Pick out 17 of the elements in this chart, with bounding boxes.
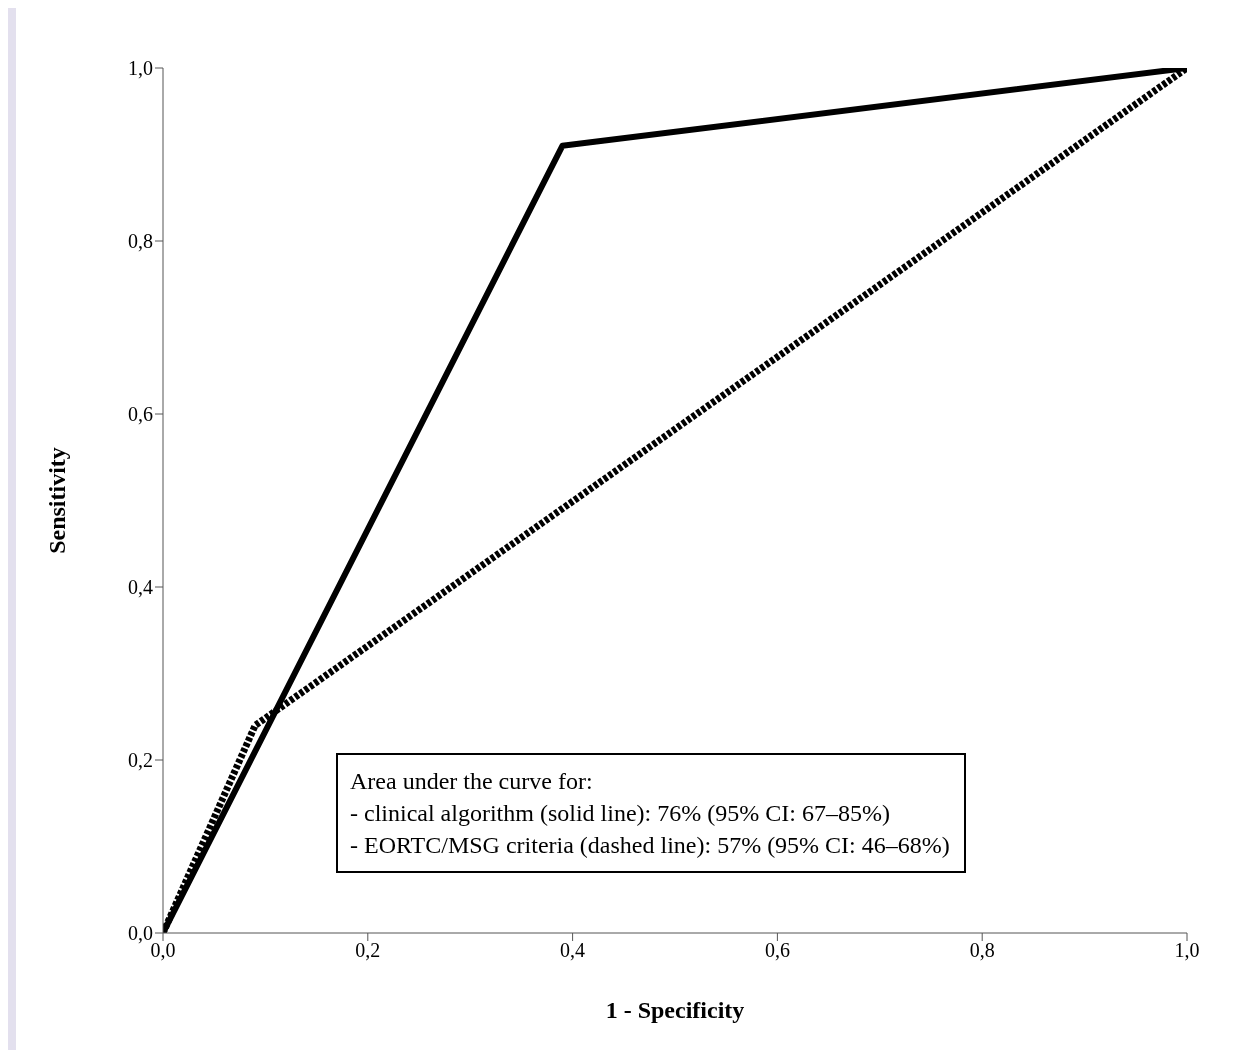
x-tick-label: 0,2 — [355, 939, 381, 962]
annotation: - EORTC/MSG criteria (dashed line): 57% (95% CI: 46–68%) — [350, 831, 950, 860]
y-tick-label: 0,2 — [128, 749, 153, 772]
x-tick-label: 0,4 — [560, 939, 586, 962]
y-tick-label: 0,8 — [128, 230, 153, 253]
x-axis-title: 1 - Specificity — [605, 997, 745, 1023]
x-tick-label: 0,6 — [764, 939, 790, 962]
x-tick-label: 1,0 — [1174, 939, 1200, 962]
y-axis-title: Sensitivity — [43, 447, 70, 554]
x-tick-label: 0,0 — [150, 939, 176, 962]
y-tick-label: 0,4 — [128, 576, 153, 599]
x-tick-label: 0,8 — [969, 939, 995, 962]
y-tick-label: 0,0 — [128, 922, 153, 945]
y-tick-label: 0,6 — [128, 403, 153, 426]
annotation: Area under the curve for: — [350, 767, 594, 796]
y-tick-label: 1,0 — [128, 57, 153, 80]
annotation: - clinical algorithm (solid line): 76% (95% CI: 67–85%) — [350, 799, 891, 828]
